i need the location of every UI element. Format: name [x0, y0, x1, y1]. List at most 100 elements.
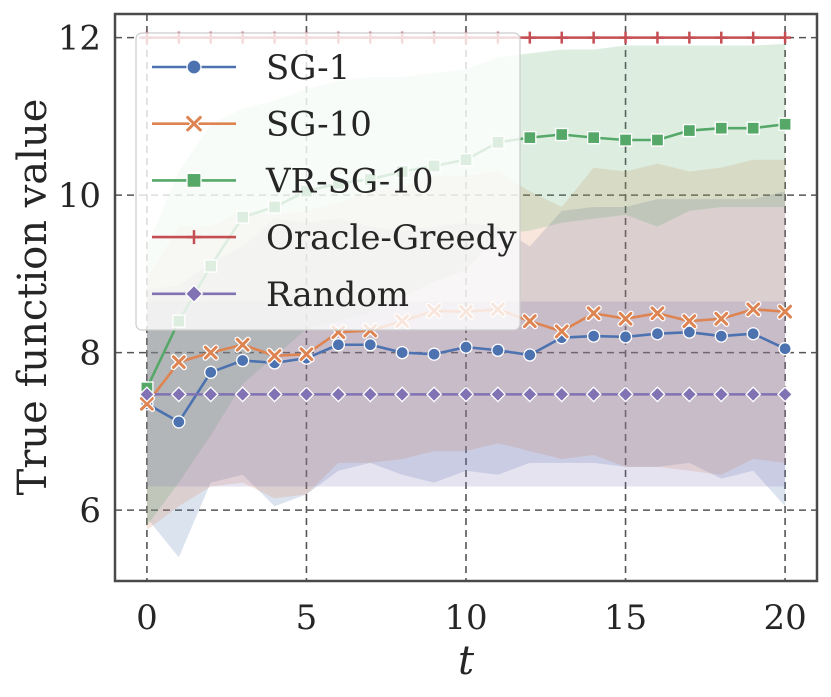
point-sg-1	[682, 325, 697, 339]
point-sg-10	[585, 305, 602, 322]
plot-frame	[113, 12, 819, 583]
legend-item-vr-sg-10: VR-SG-10	[152, 161, 433, 201]
point-random	[617, 386, 634, 403]
y-tick-label: 12	[58, 19, 101, 59]
marker-stroke	[779, 31, 792, 44]
marker-stroke	[235, 337, 250, 352]
legend: SG-1 SG-10 VR-SG-10 Oracle-Greedy Random	[135, 32, 521, 331]
point-sg-1	[172, 415, 186, 429]
y-tick-label: 10	[58, 176, 101, 216]
marker-stroke	[747, 31, 760, 44]
point-sg-1	[427, 347, 441, 361]
legend-marker-random	[184, 284, 204, 304]
point-sg-10	[649, 305, 666, 322]
marker-stroke	[522, 314, 537, 329]
point-sg-10	[553, 323, 570, 340]
legend-label: Oracle-Greedy	[266, 218, 517, 258]
point-random	[202, 386, 219, 403]
point-sg-1	[523, 348, 537, 362]
point-random	[649, 386, 666, 403]
point-sg-1	[491, 343, 505, 357]
legend-item-random: Random	[152, 275, 409, 315]
x-tick-label: 0	[136, 598, 158, 638]
point-vr-sg-10	[586, 130, 601, 145]
y-axis-label: True function value	[10, 99, 56, 496]
point-random	[298, 386, 315, 403]
point-oracle-greedy	[747, 31, 760, 44]
marker-stroke	[586, 306, 601, 321]
legend-item-oracle-greedy: Oracle-Greedy	[152, 218, 517, 258]
x-tick-label: 20	[763, 598, 806, 638]
marker-stroke	[682, 314, 697, 329]
marker-stroke	[715, 31, 728, 44]
point-vr-sg-10	[714, 121, 728, 135]
point-oracle-greedy	[715, 31, 728, 44]
legend-item-sg-10: SG-10	[152, 105, 372, 145]
marker-stroke	[650, 306, 665, 321]
marker-stroke	[140, 396, 154, 411]
point-random	[553, 386, 570, 403]
marker-stroke	[683, 31, 696, 44]
point-sg-1	[778, 342, 792, 356]
point-random	[776, 386, 794, 403]
x-axis-label: t	[458, 638, 475, 684]
marker-stroke	[171, 355, 186, 369]
point-random	[585, 386, 602, 403]
point-sg-10	[138, 395, 156, 412]
point-vr-sg-10	[523, 130, 537, 145]
point-vr-sg-10	[650, 133, 665, 147]
point-sg-10	[713, 310, 730, 327]
tick-labels: 0 5 10 15 20 6 8 10 12	[58, 19, 807, 638]
legend-marker-oracle-greedy	[187, 230, 201, 245]
point-random	[425, 386, 443, 403]
legend-marker-vr-sg-10	[186, 172, 202, 189]
point-sg-1	[618, 330, 633, 344]
marker-stroke	[187, 230, 201, 245]
point-vr-sg-10	[618, 133, 633, 147]
marker-stroke	[203, 345, 218, 360]
marker-stroke	[619, 31, 632, 44]
point-sg-10	[617, 310, 634, 327]
point-sg-1	[204, 365, 218, 379]
point-oracle-greedy	[587, 31, 600, 44]
y-tick-label: 8	[79, 334, 101, 374]
point-random	[489, 386, 507, 403]
point-random	[234, 386, 251, 403]
point-sg-10	[298, 346, 315, 363]
legend-label: Random	[266, 275, 409, 315]
point-random	[713, 386, 730, 403]
marker-stroke	[554, 324, 569, 339]
marker-stroke	[267, 348, 282, 363]
legend-label: SG-1	[266, 48, 350, 88]
point-sg-10	[681, 312, 698, 330]
x-tick-label: 10	[444, 598, 487, 638]
point-oracle-greedy	[555, 31, 568, 44]
y-tick-label: 6	[79, 491, 101, 531]
marker-stroke	[555, 31, 568, 44]
point-random	[681, 386, 698, 403]
point-sg-10	[202, 344, 219, 361]
point-sg-10	[234, 336, 251, 353]
point-oracle-greedy	[683, 31, 696, 44]
legend-label: VR-SG-10	[265, 161, 433, 201]
marker-stroke	[523, 31, 536, 44]
point-sg-10	[745, 301, 762, 318]
point-sg-1	[235, 353, 250, 368]
point-sg-10	[266, 347, 283, 364]
point-vr-sg-10	[682, 123, 697, 138]
point-random	[170, 386, 187, 403]
point-vr-sg-10	[778, 117, 792, 131]
x-tick-label: 5	[296, 598, 318, 638]
point-sg-1	[459, 340, 473, 354]
point-sg-1	[746, 327, 760, 341]
point-random	[457, 386, 475, 403]
x-tick-label: 15	[604, 598, 647, 638]
point-random	[394, 386, 411, 403]
point-random	[521, 386, 538, 403]
marker-stroke	[746, 302, 761, 317]
point-sg-10	[521, 312, 538, 330]
legend-marker-sg-1	[186, 59, 202, 75]
point-sg-1	[331, 338, 346, 352]
point-sg-1	[395, 345, 409, 360]
